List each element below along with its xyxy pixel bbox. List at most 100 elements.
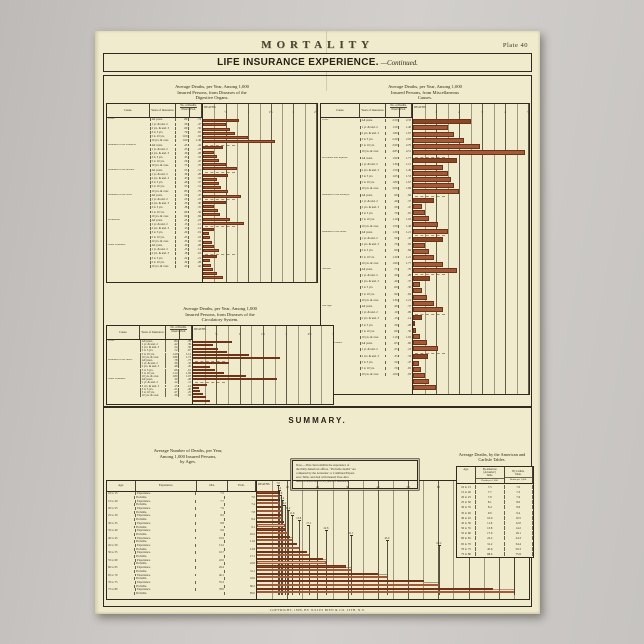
table-row: 30 to 35 8.4 8.6	[457, 505, 533, 510]
marker-cap	[290, 515, 294, 516]
table-row: 1 yr. & und. 2.50.47	[149, 122, 201, 126]
table-row: 10 yrs. & over. 1.60 1.49	[149, 139, 201, 143]
gridline	[516, 103, 518, 394]
table-row: 3 to 5 yrs. .30.28	[359, 323, 412, 327]
bar	[193, 353, 249, 356]
table-row: 75 to 80 68.4 75.9	[457, 551, 533, 557]
table-row: Diseases of the Stomach. All years. .45.42	[108, 143, 201, 147]
marker-cap	[297, 520, 301, 521]
table-row: 5 to 10 yrs. 1.80 1.67	[359, 181, 412, 185]
note-line: Note.—This chart exhibits the experience…	[296, 463, 350, 467]
table-row: Probable. 7.0	[134, 495, 255, 499]
bar-probable	[257, 590, 514, 594]
table-row: 2 yrs. & und. 3.30.28	[149, 151, 201, 155]
bar	[193, 383, 207, 386]
table-row: 35 to 40 Experience. 9.6	[108, 529, 224, 533]
table-row: 1 yr. & und. 2.25.23	[359, 348, 412, 352]
bar	[413, 150, 525, 156]
bar	[413, 170, 448, 176]
bar	[413, 216, 430, 222]
bar	[203, 150, 215, 154]
table-row: 70 to 75 45.6 50.3	[457, 546, 533, 551]
table-row: 2 yrs. & und. 3.70.65	[359, 243, 412, 247]
bar	[203, 140, 276, 144]
bar-probable	[257, 516, 283, 520]
table-row: Total. All years. .80.74	[108, 118, 201, 122]
bar-experience	[257, 520, 284, 524]
bar	[203, 135, 249, 139]
table-row: 1 yr. & und. 2.12.11	[139, 381, 192, 385]
marker-line	[350, 535, 352, 595]
bar	[413, 249, 430, 255]
bar-probable	[257, 546, 299, 549]
side-table-title: Average Deaths, by the American and Carli…	[444, 452, 540, 463]
table-row: Probable. 60.2	[134, 584, 255, 588]
table-row: 10 yrs. & over. 2.00 1.86	[359, 187, 412, 191]
content-frame: Average Deaths, per Year, Among 1,000 Ins…	[103, 75, 534, 607]
bar	[413, 282, 420, 288]
table-row: 5 to 10 yrs. 1.14 1.06	[139, 371, 192, 375]
bar	[203, 181, 219, 185]
panel-table: Cause. Years of Insurance. No. of Deaths. O…	[107, 325, 193, 404]
marker-line	[284, 505, 286, 595]
tick-label: 60	[436, 485, 440, 489]
gridline	[321, 325, 322, 404]
axis-label: DEATHS.	[414, 104, 427, 109]
table-row: 3 to 5 yrs. 2.20 2.05	[359, 137, 412, 141]
bar	[413, 346, 439, 352]
table-row: 3 to 5 yrs. 1.65 1.53	[359, 175, 412, 179]
table-row: 10 yrs. & over. 1.86 1.73	[139, 355, 192, 359]
tick-label: 3	[481, 109, 483, 114]
table-row: 2 yrs. & und. 3.15.14	[139, 384, 192, 388]
axis-label: DEATHS.	[194, 326, 207, 331]
bar	[203, 263, 211, 267]
bar	[413, 321, 416, 327]
panel-table: Cause. Years of Insurance. No. of Deaths. O…	[321, 103, 413, 394]
marker-label: 31.1	[348, 531, 354, 535]
bar	[203, 131, 235, 135]
note-line: medical selection, for all years of insu…	[296, 479, 349, 483]
table-row: Total. All years. 2.50 2.33	[322, 119, 412, 123]
bar	[193, 368, 216, 371]
marker-cap	[286, 510, 290, 511]
table-row: 1 yr. & und. 2.30.28	[149, 172, 201, 176]
bar	[413, 288, 423, 294]
bar-experience	[257, 498, 281, 502]
chart-digestive: Average Deaths, per Year, Among 1,000 Ins…	[106, 84, 318, 283]
gridline	[302, 481, 303, 599]
panel-table: Cause. Years of Insurance. No. of Deaths. O…	[107, 103, 203, 282]
section-separator	[205, 253, 235, 255]
table-row: Diseases of the Bowels. All years. .55.51	[108, 168, 201, 172]
bar	[203, 127, 231, 131]
table-row: 55 to 60 17.0 18.1	[457, 531, 533, 536]
gridline	[304, 103, 306, 282]
bar	[203, 200, 226, 204]
note-line: ence Table, and deal with insured lives …	[296, 475, 349, 479]
table-row: 55 to 60 Experience. 22.0	[108, 558, 224, 562]
gridline	[293, 103, 294, 282]
section-separator	[415, 235, 445, 237]
marker-cap	[385, 540, 389, 541]
bar	[193, 386, 199, 389]
marker-cap	[349, 535, 353, 536]
bar	[413, 261, 443, 267]
scale-row: DEATHS. 1 2 3 4 5	[413, 104, 529, 117]
note-line: the thirty American offices. “Probable d…	[296, 467, 356, 471]
table-row: 10 to 15 7.5 7.0	[457, 484, 533, 489]
table-row: Probable. 13.8	[134, 547, 255, 551]
table-row: 3 to 5 yrs. .66.61	[139, 368, 192, 372]
plate-number: Plate 40	[502, 42, 528, 49]
bar	[203, 154, 217, 158]
bar	[203, 204, 215, 208]
bar	[203, 227, 215, 231]
bar	[413, 372, 425, 378]
gridline	[248, 103, 249, 282]
bar	[193, 389, 200, 392]
bar	[203, 244, 215, 248]
table-row: 3 to 5 yrs. .21.20	[139, 387, 192, 391]
bar	[193, 371, 224, 374]
table-row: Diseases of the Kidneys. All years. .90.84	[322, 193, 412, 197]
table-row: Diseases of the Brain. All years. 1.30 1.21	[322, 230, 412, 234]
table-row: 5 to 10 yrs. .27.25	[139, 390, 192, 394]
bar	[413, 209, 425, 215]
